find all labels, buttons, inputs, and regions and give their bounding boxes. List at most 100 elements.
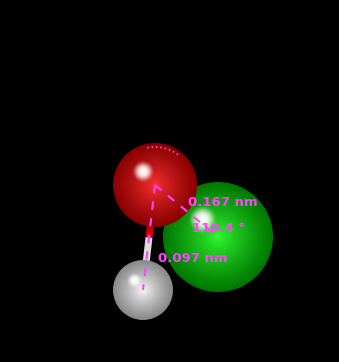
Circle shape bbox=[181, 200, 255, 274]
Circle shape bbox=[123, 153, 186, 216]
Circle shape bbox=[118, 148, 192, 222]
Circle shape bbox=[154, 184, 156, 186]
Circle shape bbox=[133, 161, 154, 182]
Circle shape bbox=[202, 218, 204, 220]
Circle shape bbox=[129, 275, 140, 286]
Circle shape bbox=[121, 268, 165, 312]
Circle shape bbox=[132, 278, 137, 283]
Circle shape bbox=[124, 155, 185, 215]
Circle shape bbox=[201, 220, 235, 253]
Circle shape bbox=[116, 263, 170, 317]
Circle shape bbox=[201, 217, 205, 222]
Circle shape bbox=[131, 277, 139, 284]
Circle shape bbox=[119, 266, 167, 314]
Circle shape bbox=[150, 180, 160, 190]
Circle shape bbox=[126, 274, 160, 307]
Circle shape bbox=[177, 196, 259, 278]
Circle shape bbox=[133, 279, 154, 300]
Circle shape bbox=[116, 146, 194, 224]
Circle shape bbox=[193, 212, 243, 262]
Circle shape bbox=[128, 275, 158, 305]
Circle shape bbox=[117, 147, 193, 223]
Circle shape bbox=[204, 223, 232, 251]
Circle shape bbox=[207, 226, 229, 248]
Circle shape bbox=[142, 170, 145, 173]
Circle shape bbox=[152, 182, 158, 188]
Circle shape bbox=[174, 193, 262, 281]
Circle shape bbox=[137, 167, 173, 203]
Circle shape bbox=[113, 260, 173, 320]
Circle shape bbox=[138, 166, 149, 177]
Circle shape bbox=[128, 158, 182, 212]
Circle shape bbox=[140, 287, 146, 293]
Circle shape bbox=[141, 288, 145, 292]
Circle shape bbox=[129, 277, 157, 303]
Circle shape bbox=[184, 203, 252, 272]
Circle shape bbox=[199, 215, 207, 223]
Circle shape bbox=[196, 215, 240, 259]
Circle shape bbox=[182, 201, 254, 273]
Circle shape bbox=[117, 264, 169, 316]
Circle shape bbox=[115, 262, 171, 318]
Circle shape bbox=[189, 208, 247, 266]
Circle shape bbox=[134, 162, 153, 181]
Circle shape bbox=[118, 265, 168, 316]
Circle shape bbox=[137, 284, 149, 296]
Circle shape bbox=[200, 216, 206, 223]
Circle shape bbox=[118, 265, 168, 315]
Circle shape bbox=[151, 181, 159, 189]
Circle shape bbox=[115, 261, 172, 319]
Circle shape bbox=[186, 205, 250, 269]
Circle shape bbox=[188, 207, 248, 267]
Circle shape bbox=[128, 274, 141, 287]
Circle shape bbox=[195, 212, 210, 227]
Circle shape bbox=[173, 191, 263, 282]
Circle shape bbox=[127, 274, 159, 306]
Circle shape bbox=[120, 150, 190, 220]
Circle shape bbox=[132, 278, 137, 283]
Circle shape bbox=[199, 218, 237, 256]
Circle shape bbox=[215, 234, 221, 240]
Circle shape bbox=[141, 289, 144, 291]
Circle shape bbox=[113, 143, 197, 227]
Circle shape bbox=[148, 178, 162, 192]
Circle shape bbox=[122, 152, 187, 218]
Circle shape bbox=[208, 227, 227, 247]
Circle shape bbox=[131, 278, 155, 302]
Circle shape bbox=[179, 198, 257, 275]
Circle shape bbox=[128, 274, 141, 287]
Circle shape bbox=[140, 170, 170, 200]
Circle shape bbox=[194, 211, 211, 228]
Circle shape bbox=[135, 282, 151, 298]
Circle shape bbox=[142, 172, 167, 198]
Circle shape bbox=[136, 283, 150, 297]
Circle shape bbox=[134, 279, 136, 282]
Circle shape bbox=[131, 277, 138, 284]
Circle shape bbox=[130, 277, 156, 303]
Circle shape bbox=[129, 276, 157, 304]
Circle shape bbox=[138, 168, 172, 202]
Circle shape bbox=[134, 280, 135, 281]
Circle shape bbox=[126, 273, 160, 307]
Circle shape bbox=[139, 168, 147, 176]
Circle shape bbox=[130, 276, 139, 285]
Circle shape bbox=[206, 225, 231, 249]
Circle shape bbox=[132, 162, 178, 208]
Circle shape bbox=[191, 210, 245, 265]
Circle shape bbox=[127, 157, 183, 213]
Circle shape bbox=[142, 289, 144, 291]
Circle shape bbox=[141, 169, 145, 174]
Circle shape bbox=[141, 171, 168, 199]
Circle shape bbox=[139, 167, 148, 176]
Circle shape bbox=[195, 214, 241, 260]
Circle shape bbox=[129, 275, 140, 286]
Circle shape bbox=[135, 164, 151, 180]
Circle shape bbox=[134, 281, 152, 299]
Circle shape bbox=[140, 168, 146, 175]
Circle shape bbox=[197, 216, 239, 258]
Circle shape bbox=[136, 164, 150, 178]
Circle shape bbox=[133, 163, 177, 207]
Circle shape bbox=[139, 286, 147, 295]
Circle shape bbox=[126, 156, 184, 214]
Circle shape bbox=[143, 173, 166, 197]
